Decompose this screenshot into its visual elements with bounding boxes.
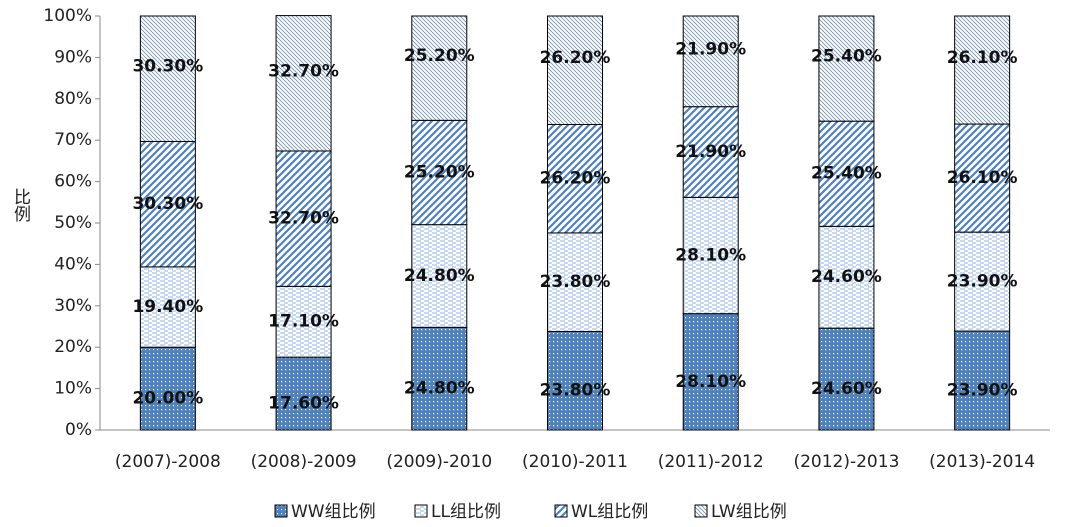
legend-label: WW组比例 — [291, 502, 376, 522]
bar-segment — [275, 356, 332, 431]
y-tick-label: 50% — [54, 213, 92, 233]
bar-segment — [954, 15, 1011, 125]
y-tick-label: 60% — [54, 172, 92, 192]
bar-segment — [682, 196, 739, 315]
value-label: 30.30% — [132, 57, 203, 77]
bar-segment — [682, 313, 739, 431]
bar-segment — [139, 266, 196, 348]
value-label: 26.10% — [947, 168, 1018, 188]
bar-segment — [275, 15, 332, 152]
x-tick-label: (2009)-2010 — [386, 452, 492, 472]
value-label: 25.40% — [811, 164, 882, 184]
x-tick-label: (2011)-2012 — [658, 452, 764, 472]
y-tick-label: 0% — [65, 420, 92, 440]
value-label: 26.20% — [540, 48, 611, 68]
y-tick-label: 30% — [54, 296, 92, 316]
x-tick-label: (2013)-2014 — [929, 452, 1035, 472]
y-tick-label: 40% — [54, 254, 92, 274]
value-label: 24.60% — [811, 267, 882, 287]
bar-segment — [818, 327, 875, 431]
value-label: 28.10% — [675, 245, 746, 265]
legend-label: WL组比例 — [571, 502, 648, 522]
value-label: 24.80% — [404, 379, 475, 399]
value-label: 17.10% — [268, 312, 339, 332]
value-label: 28.10% — [675, 372, 746, 392]
bar-segment — [547, 15, 603, 125]
bar-segment — [411, 119, 468, 226]
y-tick-label: 90% — [54, 47, 92, 67]
value-label: 21.90% — [675, 39, 746, 59]
legend-label: LL组比例 — [431, 502, 501, 522]
value-label: 32.70% — [268, 209, 339, 229]
value-label: 26.10% — [947, 48, 1018, 68]
value-label: 25.40% — [811, 47, 882, 67]
value-label: 24.80% — [404, 266, 475, 286]
bar-segment — [275, 150, 332, 287]
legend-label: LW组比例 — [711, 502, 787, 522]
value-label: 21.90% — [675, 142, 746, 162]
bar-segment — [547, 123, 603, 234]
value-label: 23.80% — [540, 381, 611, 401]
bar-segment — [139, 346, 196, 431]
value-label: 24.60% — [811, 379, 882, 399]
value-label: 23.90% — [947, 381, 1018, 401]
bar-segment — [411, 326, 468, 431]
legend-swatch — [694, 504, 708, 518]
legend-swatch — [414, 504, 428, 518]
y-tick-label: 70% — [54, 130, 92, 150]
bar-segment — [682, 15, 739, 108]
y-tick-label: 80% — [54, 89, 92, 109]
bar-segment — [411, 224, 468, 328]
bar-segment — [818, 15, 875, 122]
value-label: 23.80% — [540, 272, 611, 292]
bar-segment — [275, 285, 332, 358]
y-tick-label: 20% — [54, 337, 92, 357]
bar-segment — [411, 15, 468, 121]
legend-swatch — [274, 504, 288, 518]
legend-swatch — [554, 504, 568, 518]
value-label: 25.20% — [404, 46, 475, 66]
value-label: 26.20% — [540, 169, 611, 189]
bar-segment — [954, 231, 1011, 332]
x-tick-label: (2010)-2011 — [522, 452, 628, 472]
value-label: 19.40% — [132, 297, 203, 317]
bar-segment — [818, 225, 875, 329]
value-label: 25.20% — [404, 162, 475, 182]
y-axis-label: 比例 — [10, 188, 31, 222]
value-label: 30.30% — [132, 194, 203, 214]
bar-segment — [818, 120, 875, 227]
bar-segment — [547, 330, 603, 431]
x-tick-label: (2008)-2009 — [251, 452, 357, 472]
y-tick-label: 10% — [54, 379, 92, 399]
value-label: 23.90% — [947, 272, 1018, 292]
value-label: 32.70% — [268, 61, 339, 81]
bar-segment — [954, 123, 1011, 233]
y-tick-label: 100% — [43, 6, 92, 26]
x-tick-label: (2012)-2013 — [793, 452, 899, 472]
bar-segment — [682, 106, 739, 198]
bar-segment — [139, 15, 196, 142]
bar-segment — [139, 140, 196, 268]
value-label: 20.00% — [132, 389, 203, 409]
x-tick-label: (2007)-2008 — [115, 452, 221, 472]
value-label: 17.60% — [268, 394, 339, 414]
